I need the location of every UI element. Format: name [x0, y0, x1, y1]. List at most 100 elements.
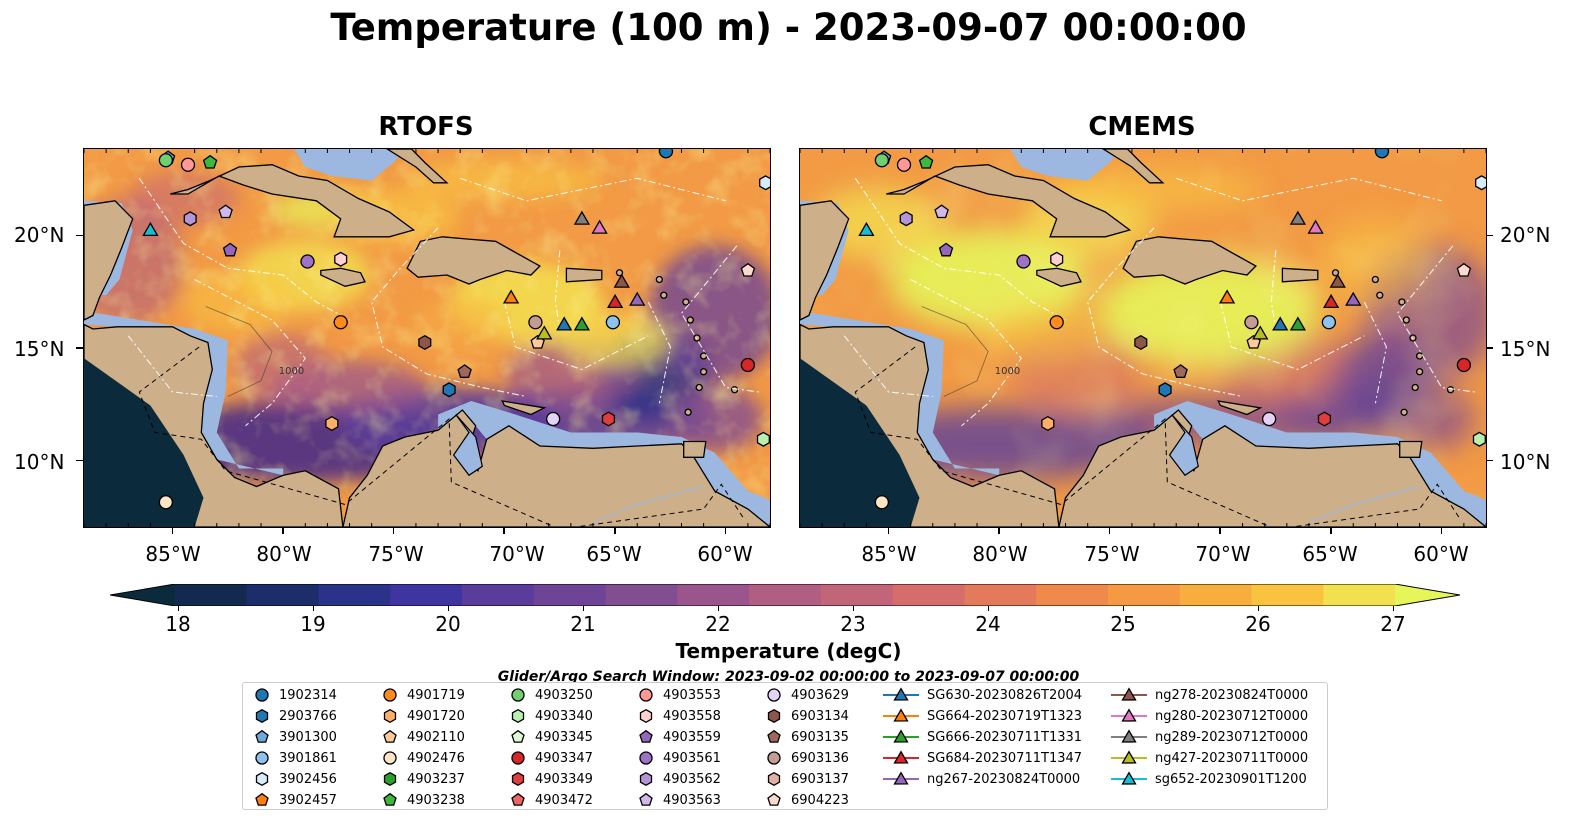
legend-marker — [893, 708, 909, 722]
observation-4903558 — [1050, 251, 1064, 267]
observation-4903562 — [183, 211, 197, 227]
legend-item: 4903553 — [637, 685, 721, 705]
observation-SG664-20230719T1323 — [1218, 289, 1236, 304]
legend-marker-icon — [511, 688, 525, 702]
lon-label-60w-cmems: 60°W — [1413, 542, 1469, 566]
legend-label: 4903472 — [535, 792, 593, 808]
legend-marker-icon — [639, 729, 653, 743]
observation-4903553 — [180, 157, 196, 172]
legend-label: 4903558 — [663, 708, 721, 724]
observation-4903340 — [1472, 431, 1486, 447]
lesser-antilles-island — [682, 298, 690, 306]
legend-item: SG684-20230711T1347 — [883, 748, 1082, 768]
lesser-antilles-island — [655, 275, 664, 284]
colorbar-tick-label: 18 — [165, 612, 191, 636]
lon-label-75w-cmems: 75°W — [1084, 542, 1140, 566]
legend-item: sg652-20230901T1200 — [1111, 769, 1307, 789]
observation-4901720 — [325, 415, 339, 432]
legend-item: 2903766 — [253, 706, 337, 726]
legend-item: 6903137 — [765, 769, 849, 789]
lesser-antilles-island — [1411, 383, 1419, 392]
jamaica — [320, 267, 366, 287]
legend-label: 4903347 — [535, 750, 593, 766]
eez-boundary — [503, 301, 649, 371]
observation-ng278-20230824T0000 — [1329, 273, 1346, 288]
legend-label: 4902110 — [407, 729, 465, 745]
colorbar-tick-label: 20 — [435, 612, 461, 636]
colorbar-tick-mark — [448, 606, 450, 611]
lon-tick-mark — [1330, 527, 1332, 534]
legend-item: 4901720 — [381, 706, 465, 726]
cuba — [886, 164, 1132, 238]
lon-tick-mark — [724, 527, 727, 534]
legend-marker-icon — [1111, 687, 1147, 701]
colorbar-tick-mark — [313, 606, 315, 611]
colorbar-segment — [462, 584, 535, 606]
colorbar-tick-label: 23 — [840, 612, 866, 636]
search-window-text: Glider/Argo Search Window: 2023-09-02 00… — [497, 669, 1080, 685]
isobath-label: 1000 — [279, 366, 304, 377]
pacific-fill — [800, 324, 920, 527]
lat-label-15n-right: 15°N — [1500, 337, 1551, 361]
bahamas — [1101, 149, 1165, 184]
legend-item: 4903347 — [509, 748, 593, 768]
observation-4903629 — [545, 411, 561, 427]
eez-boundary — [1363, 301, 1387, 404]
observation-4903250 — [158, 153, 174, 168]
observation-4903563 — [218, 204, 233, 219]
observation-4902476 — [874, 495, 890, 510]
lon-label-65w-cmems: 65°W — [1302, 542, 1358, 566]
legend-marker — [893, 771, 909, 785]
river — [592, 485, 704, 524]
legend-marker-icon — [639, 751, 653, 765]
observation-ng427-20230711T0000 — [1252, 325, 1269, 340]
legend-label: 4903562 — [663, 771, 721, 787]
legend-item: 6903135 — [765, 727, 849, 747]
observation-ng280-20230712T0000 — [591, 219, 608, 234]
observation-1902314 — [1374, 149, 1390, 159]
legend-marker-icon — [511, 792, 525, 806]
legend-label: 6903137 — [791, 771, 849, 787]
observation-4901719 — [333, 315, 348, 330]
observation-markers — [142, 149, 770, 510]
lat-tick-mark-left — [76, 459, 83, 461]
legend-marker — [639, 688, 653, 702]
observation-SG684-20230711T1347 — [606, 293, 624, 309]
legend-label: 6903136 — [791, 750, 849, 766]
observation-4902476 — [158, 495, 174, 510]
legend-marker-icon — [383, 708, 397, 724]
observation-ng280-20230712T0000 — [1307, 219, 1324, 234]
legend-label: 4902476 — [407, 750, 465, 766]
legend-marker — [1121, 771, 1137, 785]
abc-islands — [501, 400, 547, 416]
lesser-antilles-island — [660, 291, 668, 299]
puerto-rico — [565, 267, 603, 283]
observation-4903629 — [1261, 411, 1277, 427]
colorbar — [110, 584, 1460, 606]
lon-tick-mark — [887, 527, 890, 534]
colorbar-segment — [820, 584, 894, 606]
eez-boundary — [854, 177, 1066, 321]
legend-label: 3901861 — [279, 750, 337, 766]
legend-label: 4903559 — [663, 729, 721, 745]
observation-4903238 — [918, 154, 934, 169]
legend-marker-icon — [639, 708, 653, 724]
lon-label-80w-rtofs: 80°W — [256, 542, 312, 566]
observation-4903559 — [222, 242, 238, 257]
colorbar-segment — [677, 584, 750, 606]
legend-marker-icon — [383, 688, 397, 702]
observation-1902314 — [658, 149, 674, 159]
legend-item: 3901300 — [253, 727, 337, 747]
legend-item: 4903345 — [509, 727, 593, 747]
map-panel-cmems: 1000 — [799, 148, 1487, 528]
observation-4903340 — [756, 431, 770, 447]
observation-3902456 — [759, 175, 770, 191]
observation-6904223 — [740, 262, 756, 277]
eez-boundary — [1176, 177, 1442, 202]
legend-marker — [639, 771, 653, 787]
observation-3902456 — [1475, 175, 1486, 191]
observation-2903766 — [442, 382, 456, 398]
legend-item: 4901719 — [381, 685, 465, 705]
legend-item: ng289-20230712T0000 — [1111, 727, 1308, 747]
abc-islands — [1217, 400, 1263, 416]
